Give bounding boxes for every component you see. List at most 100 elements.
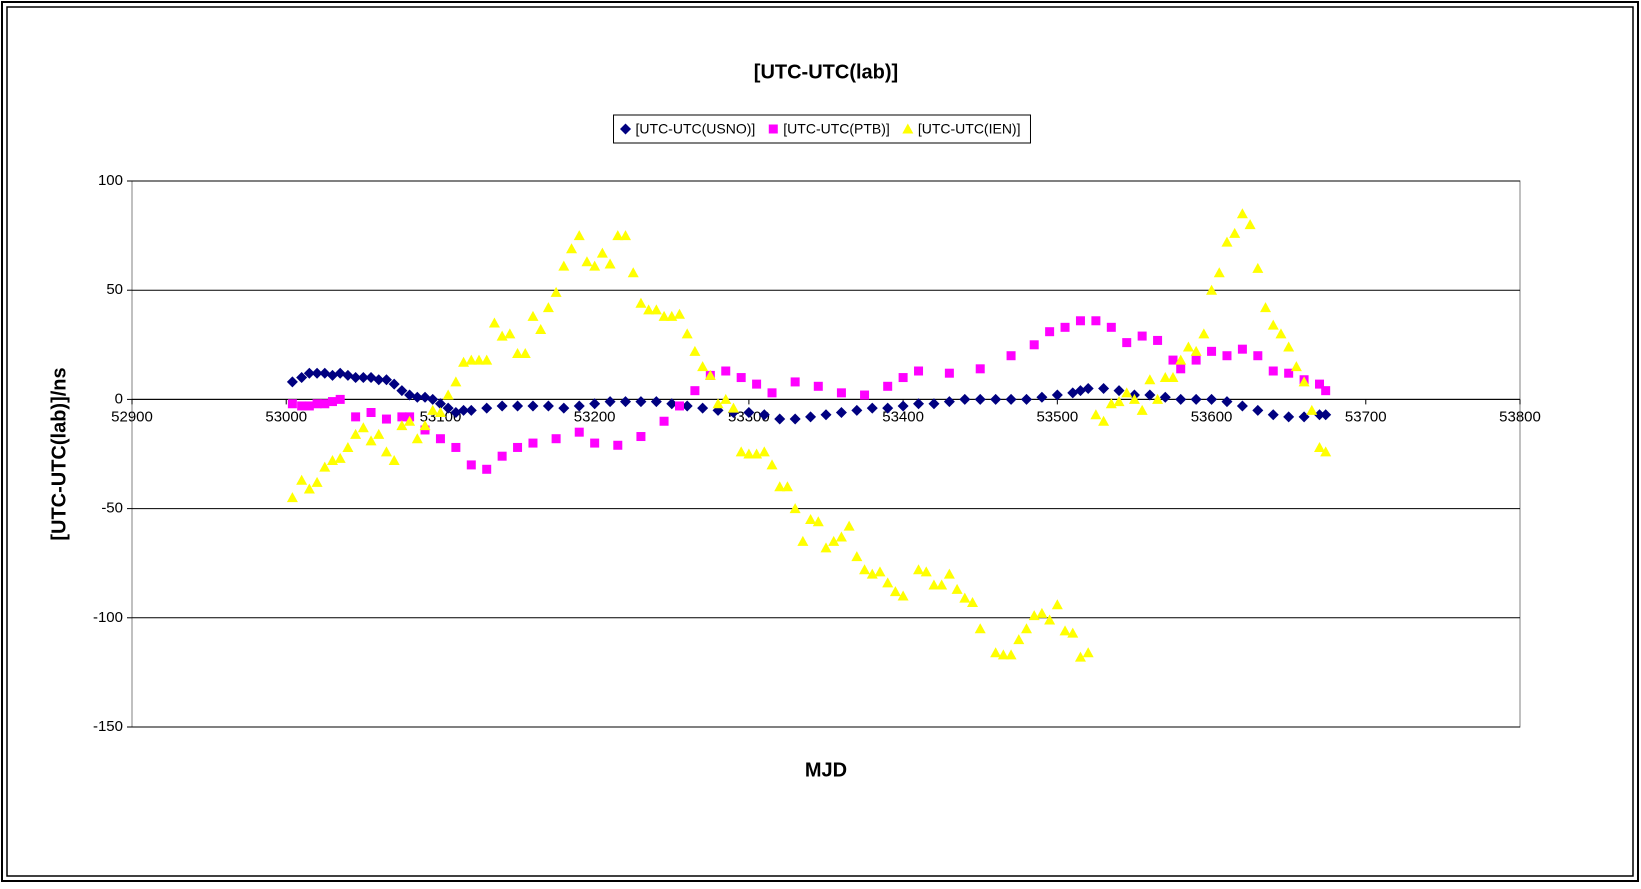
point	[312, 399, 322, 409]
y-tick-label: -150	[93, 718, 123, 735]
point	[451, 442, 461, 452]
point	[513, 442, 523, 452]
point	[690, 386, 700, 396]
point	[650, 396, 662, 408]
x-tick-label: 53800	[1499, 408, 1541, 425]
point	[419, 420, 431, 431]
point	[1252, 262, 1264, 273]
point	[1320, 409, 1332, 421]
point	[882, 402, 894, 414]
point	[334, 452, 346, 463]
point	[527, 400, 539, 412]
point	[735, 446, 747, 457]
point	[350, 428, 362, 439]
point	[874, 566, 886, 577]
point	[466, 460, 476, 470]
point	[550, 286, 562, 297]
point	[944, 368, 954, 378]
point	[975, 364, 985, 374]
point	[1222, 351, 1232, 361]
point	[1045, 327, 1055, 337]
point	[1260, 302, 1272, 313]
point	[943, 568, 955, 579]
point	[1144, 389, 1156, 401]
point	[1005, 393, 1017, 405]
point	[805, 411, 817, 423]
point	[914, 366, 924, 376]
point	[620, 123, 632, 135]
point	[396, 420, 408, 431]
point	[860, 390, 870, 400]
point	[542, 302, 554, 313]
point	[373, 428, 385, 439]
point	[351, 412, 361, 422]
point	[320, 399, 330, 409]
point	[296, 372, 308, 384]
point	[913, 564, 925, 575]
point	[851, 551, 863, 562]
point	[897, 400, 909, 412]
point	[1283, 411, 1295, 423]
point	[450, 407, 462, 419]
point	[442, 402, 454, 414]
point	[1074, 651, 1086, 662]
point	[342, 369, 354, 381]
point	[1013, 634, 1025, 645]
point	[1252, 404, 1264, 416]
point	[327, 397, 337, 407]
point	[380, 374, 392, 386]
point	[404, 415, 416, 426]
point	[350, 372, 362, 384]
point	[889, 586, 901, 597]
point	[843, 520, 855, 531]
point	[1213, 267, 1225, 278]
point	[481, 354, 493, 365]
point	[1191, 355, 1201, 365]
point	[311, 476, 323, 487]
point	[959, 393, 971, 405]
point	[674, 401, 684, 411]
point	[458, 404, 470, 416]
point	[419, 391, 431, 403]
point	[704, 369, 716, 380]
point	[898, 373, 908, 383]
point	[1182, 341, 1194, 352]
point	[1275, 328, 1287, 339]
point	[997, 649, 1009, 660]
point	[1075, 316, 1085, 326]
point	[1121, 387, 1133, 398]
point	[304, 401, 314, 411]
point	[1122, 338, 1132, 348]
y-axis-label: [UTC-UTC(lab)]/ns	[48, 367, 70, 540]
point	[465, 354, 477, 365]
x-axis-label: MJD	[805, 759, 847, 781]
point	[488, 317, 500, 328]
point	[974, 623, 986, 634]
point	[574, 427, 584, 437]
point	[1175, 354, 1187, 365]
point	[1036, 391, 1048, 403]
point	[434, 407, 446, 418]
point	[497, 451, 507, 461]
point	[1221, 236, 1233, 247]
point	[365, 435, 377, 446]
chart-title: [UTC-UTC(lab)]	[754, 61, 898, 83]
point	[1190, 393, 1202, 405]
point	[1207, 346, 1217, 356]
x-tick-label: 53600	[1191, 408, 1233, 425]
point	[411, 433, 423, 444]
legend-item: [UTC-UTC(USNO)]	[620, 121, 755, 137]
point	[1159, 372, 1171, 383]
point	[404, 389, 416, 401]
point	[620, 396, 632, 408]
point	[920, 566, 932, 577]
point	[859, 564, 871, 575]
point	[326, 369, 338, 381]
point	[928, 398, 940, 410]
point	[1060, 322, 1070, 332]
point	[296, 474, 308, 485]
point	[990, 393, 1002, 405]
point	[1005, 649, 1017, 660]
